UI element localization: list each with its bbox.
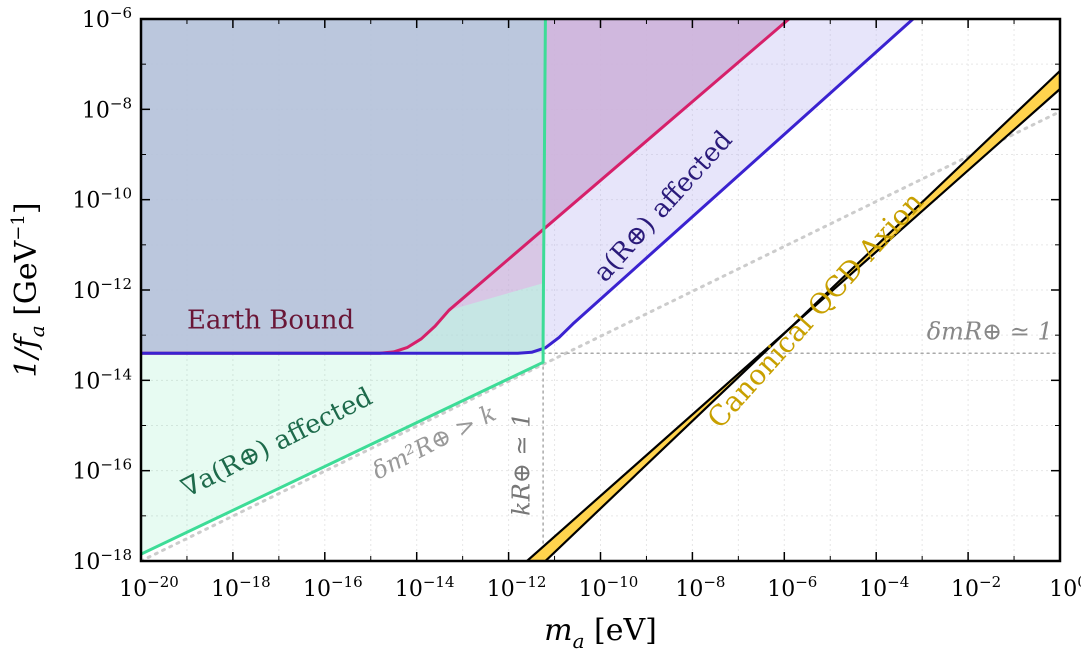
annotation-dmR: δmR⊕ ≃ 1 (927, 318, 1053, 346)
x-tick-label: 10−10 (579, 573, 639, 602)
series (141, 19, 915, 556)
ticks: 10−20 10−18 10−16 10−14 10−12 10−10 10−8 10−6 10… (72, 4, 1081, 602)
x-tick-label: 10−12 (487, 573, 547, 602)
y-tick-label: 10−6 (82, 4, 132, 33)
y-tick-label: 10−18 (72, 546, 132, 575)
series-line-gradient-affected-line (141, 19, 547, 556)
x-tick-label: 10−20 (119, 573, 179, 602)
y-tick-label: 10−8 (82, 94, 132, 123)
y-tick-label: 10−16 (72, 456, 132, 485)
x-tick-label: 10−16 (303, 573, 363, 602)
region-a-affected (141, 19, 913, 354)
series-line-a-affected-line (141, 19, 915, 355)
qcd-band-upper-edge (544, 70, 1060, 561)
annotation-kR: kR⊕ ≃ 1 (507, 412, 535, 515)
x-tick-label: 10−14 (395, 573, 455, 602)
y-axis-title: 1/fa [GeV−1] (8, 202, 49, 377)
annotation-earth-bound: Earth Bound (187, 305, 354, 335)
region-cyan (379, 283, 544, 354)
x-tick-label: 10−8 (675, 573, 725, 602)
axis-titles: ma [eV] 1/fa [GeV−1] (8, 202, 657, 649)
region-earth-bound (141, 19, 789, 354)
x-tick-label: 100 (1049, 573, 1081, 602)
dotted-dm2R-gt-k (141, 110, 1060, 561)
x-tick-label: 10−4 (859, 573, 909, 602)
y-tick-label: 10−10 (72, 185, 132, 214)
x-tick-label: 10−18 (211, 573, 271, 602)
y-tick-label: 10−12 (72, 275, 132, 304)
region-gradient-affected (141, 19, 546, 555)
x-tick-label: 10−2 (951, 573, 1001, 602)
y-tick-label: 10−14 (72, 365, 132, 394)
x-tick-label: 10−6 (767, 573, 817, 602)
dotted-lines (141, 110, 1060, 561)
x-axis-title: ma [eV] (544, 613, 657, 649)
qcd-axion-band (526, 70, 1060, 561)
